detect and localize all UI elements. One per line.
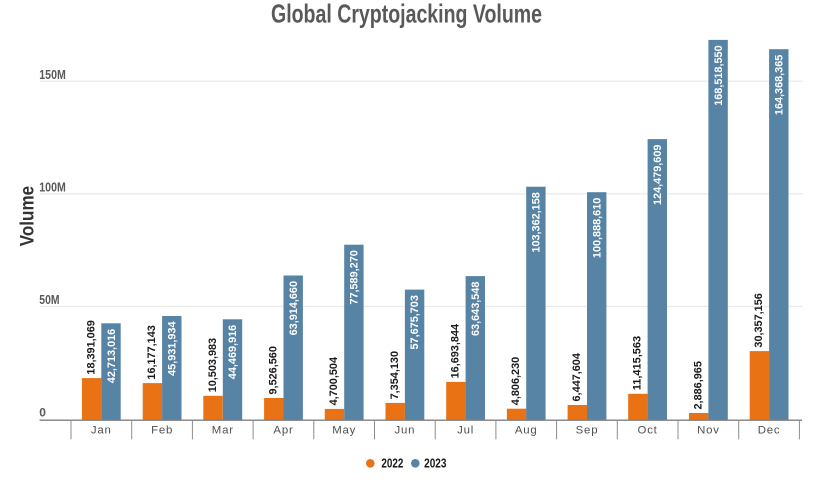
svg-text:2,886,965: 2,886,965 [692,361,704,409]
svg-text:Jan: Jan [91,424,112,436]
svg-text:Feb: Feb [151,424,173,436]
svg-text:44,469,916: 44,469,916 [227,325,239,379]
svg-text:30,357,156: 30,357,156 [753,293,765,347]
svg-text:Jul: Jul [457,424,474,436]
svg-text:2023: 2023 [424,456,446,471]
svg-text:164,368,365: 164,368,365 [774,55,786,115]
svg-text:Volume: Volume [18,186,39,247]
svg-text:57,675,703: 57,675,703 [409,295,421,349]
svg-text:42,713,016: 42,713,016 [106,329,118,383]
svg-text:100,888,610: 100,888,610 [591,198,603,258]
svg-text:124,479,609: 124,479,609 [652,145,664,205]
svg-text:2022: 2022 [381,456,403,471]
svg-text:63,914,660: 63,914,660 [288,281,300,335]
svg-text:63,643,548: 63,643,548 [470,282,482,336]
svg-text:18,391,069: 18,391,069 [85,320,97,374]
svg-text:150M: 150M [39,67,66,82]
svg-text:77,589,270: 77,589,270 [349,250,361,304]
svg-text:10,503,983: 10,503,983 [207,338,219,392]
svg-text:Dec: Dec [758,424,781,436]
svg-text:0: 0 [39,405,46,419]
svg-text:50M: 50M [39,292,59,307]
svg-text:168,518,550: 168,518,550 [713,45,725,105]
svg-text:Sep: Sep [576,424,599,436]
svg-text:100M: 100M [39,179,66,194]
svg-text:7,354,130: 7,354,130 [389,351,401,399]
svg-text:9,526,560: 9,526,560 [268,346,280,394]
svg-text:16,177,143: 16,177,143 [146,325,158,379]
svg-text:4,700,504: 4,700,504 [328,356,340,405]
svg-text:Mar: Mar [212,424,234,436]
svg-text:Global Cryptojacking Volume: Global Cryptojacking Volume [271,0,542,29]
svg-text:11,415,563: 11,415,563 [632,336,644,390]
svg-text:May: May [332,424,356,436]
svg-text:Apr: Apr [273,424,293,436]
svg-text:16,693,844: 16,693,844 [450,323,462,378]
svg-text:6,447,604: 6,447,604 [571,352,583,401]
svg-text:45,931,934: 45,931,934 [166,321,178,376]
svg-text:4,806,230: 4,806,230 [510,357,522,405]
svg-text:103,362,158: 103,362,158 [531,192,543,252]
svg-text:Jun: Jun [395,424,416,436]
svg-text:Aug: Aug [515,424,538,436]
svg-text:Nov: Nov [697,424,720,436]
svg-text:Oct: Oct [638,424,658,436]
